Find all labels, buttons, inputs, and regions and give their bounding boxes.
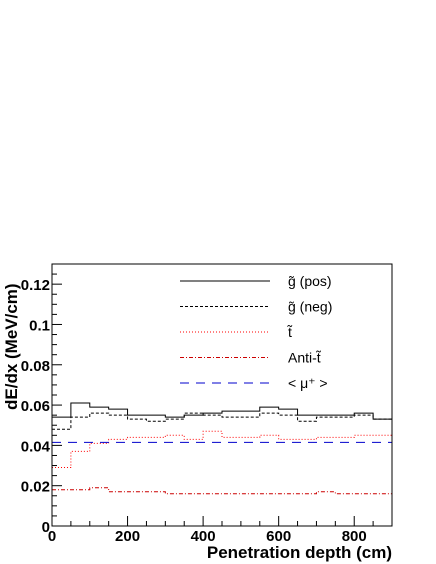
- legend-label-1: g̃ (neg): [288, 299, 332, 315]
- x-tick-label: 600: [266, 528, 291, 545]
- y-tick-label: 0: [42, 519, 50, 536]
- x-tick-label: 0: [48, 528, 56, 545]
- series-line-2: [52, 430, 392, 469]
- x-tick-label: 200: [115, 528, 140, 545]
- legend-label-4: < μ⁺ >: [288, 375, 328, 391]
- series-line-0: [52, 402, 392, 420]
- y-tick-label: 0.08: [21, 358, 50, 375]
- legend: g̃ (pos) g̃ (neg) t̃ Anti-t̃ < μ⁺ >: [180, 273, 332, 391]
- plot-area: [52, 264, 392, 526]
- plot-background: [52, 264, 392, 526]
- x-tick-label: 400: [191, 528, 216, 545]
- legend-label-2: t̃: [287, 324, 293, 340]
- y-tick-label: 0.12: [21, 277, 50, 294]
- y-axis-title: dE/dx (MeV/cm): [2, 283, 21, 410]
- axes-layer: 0 0.02 0.04 0.06 0.08 0.1 0.12 0 200 400 600 800: [21, 263, 393, 545]
- legend-label-0: g̃ (pos): [288, 273, 332, 289]
- y-tick-label: 0.04: [21, 438, 51, 455]
- y-tick-label: 0.1: [29, 317, 50, 334]
- y-tick-label: 0.02: [21, 479, 50, 496]
- series-layer: [52, 402, 392, 495]
- x-tick-label: 800: [342, 528, 367, 545]
- y-tick-label: 0.06: [21, 398, 50, 415]
- series-line-3: [52, 487, 392, 495]
- legend-label-3: Anti-t̃: [288, 350, 321, 366]
- series-line-1: [52, 412, 392, 430]
- x-axis-title: Penetration depth (cm): [207, 543, 392, 562]
